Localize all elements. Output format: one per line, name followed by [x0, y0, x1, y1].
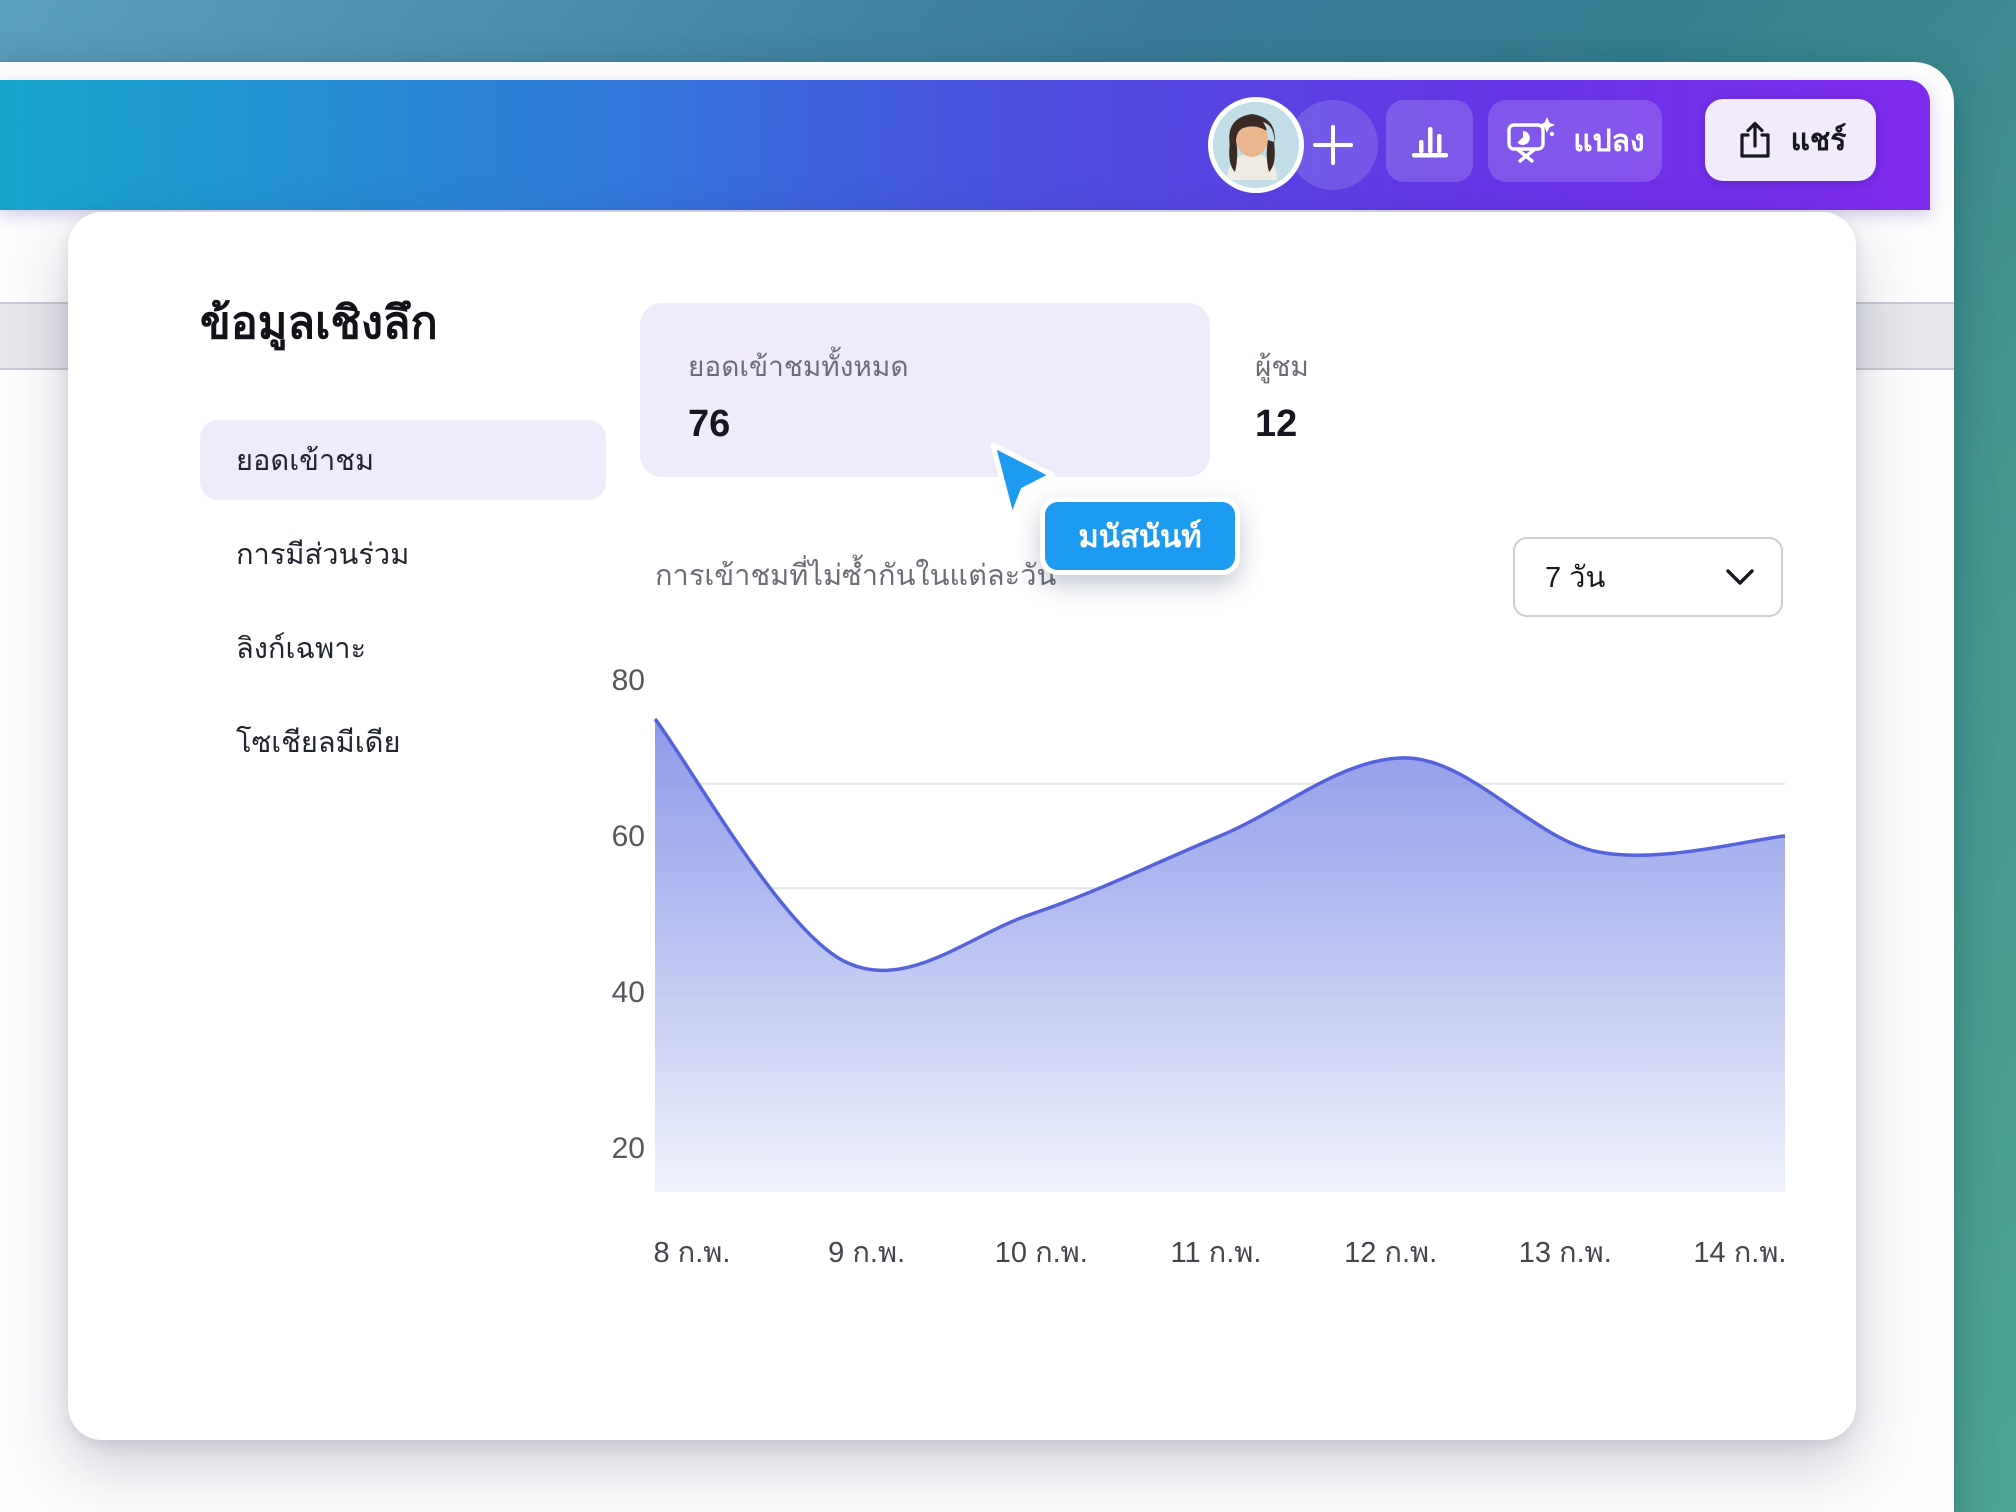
sidebar-item-label: การมีส่วนร่วม: [236, 539, 410, 571]
viewers-stat: ผู้ชม 12: [1255, 345, 1309, 446]
share-button-label: แชร์: [1790, 123, 1847, 157]
sidebar-item-unique-links[interactable]: ลิงก์เฉพาะ: [200, 608, 606, 688]
insights-modal: ข้อมูลเชิงลึก ยอดเข้าชม การมีส่วนร่วม ลิ…: [68, 212, 1856, 1440]
collaborator-name-tag: มนัสนันท์: [1040, 497, 1240, 575]
convert-button-label: แปลง: [1573, 124, 1645, 158]
total-views-value: 76: [688, 403, 731, 445]
convert-button[interactable]: แปลง: [1488, 100, 1662, 182]
insights-title: ข้อมูลเชิงลึก: [200, 297, 438, 348]
svg-text:80: 80: [612, 664, 645, 697]
total-views-card: ยอดเข้าชมทั้งหมด 76: [640, 303, 1210, 477]
daily-unique-visits-chart: 80 60 40 20 8 ก.พ. 9 ก.พ. 10 ก.พ. 11 ก.พ. 12 ก.พ…: [600, 640, 1850, 1300]
chevron-down-icon: [1726, 569, 1754, 585]
share-button[interactable]: แชร์: [1705, 99, 1876, 181]
svg-text:14 ก.พ.: 14 ก.พ.: [1693, 1237, 1786, 1269]
sidebar-item-label: ลิงก์เฉพาะ: [236, 633, 367, 665]
svg-text:40: 40: [612, 976, 645, 1009]
chart-axis-labels: 80 60 40 20 8 ก.พ. 9 ก.พ. 10 ก.พ. 11 ก.พ. 12 ก.พ…: [612, 664, 1787, 1269]
viewers-value: 12: [1255, 403, 1298, 445]
bar-chart-icon: [1411, 127, 1448, 158]
area-chart-canvas: 80 60 40 20 8 ก.พ. 9 ก.พ. 10 ก.พ. 11 ก.พ. 12 ก.พ…: [612, 664, 1787, 1269]
sidebar-item-engagement[interactable]: การมีส่วนร่วม: [200, 514, 606, 594]
total-views-label: ยอดเข้าชมทั้งหมด: [688, 351, 909, 382]
svg-text:11 ก.พ.: 11 ก.พ.: [1171, 1237, 1262, 1269]
svg-text:8 ก.พ.: 8 ก.พ.: [654, 1237, 731, 1269]
date-range-value: 7 วัน: [1545, 562, 1606, 594]
plus-icon: [1313, 125, 1353, 165]
insights-sidebar: ยอดเข้าชม การมีส่วนร่วม ลิงก์เฉพาะ โซเชี…: [200, 420, 606, 796]
avatar-portrait-icon: [1213, 102, 1291, 180]
chart-subtitle: การเข้าชมที่ไม่ซ้ำกันในแต่ละวัน: [655, 560, 1057, 592]
editor-topbar: แปลง แชร์: [0, 80, 1930, 210]
sidebar-item-label: โซเชียลมีเดีย: [236, 727, 401, 759]
svg-text:13 ก.พ.: 13 ก.พ.: [1519, 1237, 1612, 1269]
collaborator-name: มนัสนันท์: [1078, 519, 1202, 554]
svg-text:9 ก.พ.: 9 ก.พ.: [828, 1237, 905, 1269]
presentation-sparkle-icon: [1507, 117, 1556, 163]
svg-text:12 ก.พ.: 12 ก.พ.: [1344, 1237, 1437, 1269]
svg-text:60: 60: [612, 820, 645, 853]
svg-text:10 ก.พ.: 10 ก.พ.: [995, 1237, 1088, 1269]
date-range-dropdown[interactable]: 7 วัน: [1513, 537, 1783, 617]
sidebar-item-social-media[interactable]: โซเชียลมีเดีย: [200, 702, 606, 782]
share-upload-icon: [1739, 121, 1770, 158]
viewers-label: ผู้ชม: [1255, 351, 1309, 382]
insights-chart-button[interactable]: [1386, 100, 1473, 182]
user-avatar[interactable]: [1208, 97, 1304, 193]
sidebar-item-views[interactable]: ยอดเข้าชม: [200, 420, 606, 500]
chart-series: [653, 717, 1786, 1192]
sidebar-item-label: ยอดเข้าชม: [236, 445, 375, 477]
svg-text:20: 20: [612, 1132, 645, 1165]
